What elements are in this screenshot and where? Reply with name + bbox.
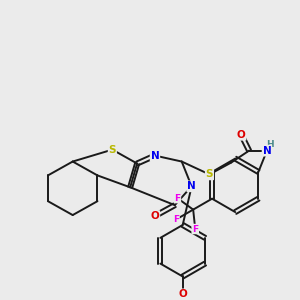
Text: F: F [192, 224, 198, 233]
Text: N: N [187, 181, 196, 191]
Text: H: H [266, 140, 274, 149]
Text: S: S [109, 145, 116, 154]
Text: S: S [206, 169, 213, 179]
Text: F: F [174, 194, 181, 202]
Text: F: F [173, 215, 179, 224]
Text: O: O [178, 289, 187, 299]
Text: N: N [262, 146, 271, 156]
Text: N: N [151, 151, 159, 160]
Text: O: O [237, 130, 246, 140]
Text: O: O [151, 211, 159, 221]
